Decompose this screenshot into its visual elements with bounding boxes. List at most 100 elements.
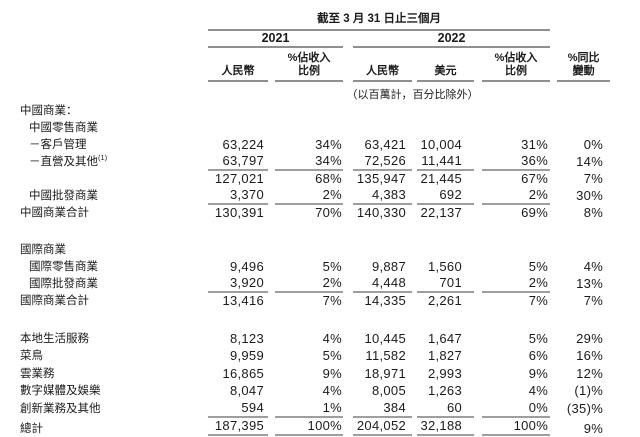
cell-usd-2022: 32,188 xyxy=(417,416,474,437)
column-spacer xyxy=(550,329,557,347)
cell-rmb-2022 xyxy=(353,119,412,136)
cell-yoy: 9% xyxy=(583,420,604,436)
cell-rmb-2021: 187,395 xyxy=(208,416,268,437)
table-row: 創新業務及其他 594 1% 384 60 0% (35)% xyxy=(0,399,610,418)
column-spacer xyxy=(550,187,557,204)
cell-rmb-2022: 4,448 xyxy=(353,275,412,293)
column-spacer xyxy=(474,417,482,437)
column-spacer xyxy=(268,347,275,365)
row-label xyxy=(0,170,208,187)
cell-rmb-2022: 204,052 xyxy=(353,416,412,437)
table-row: 菜鳥 9,959 5% 11,582 1,827 6% 16% xyxy=(0,347,610,365)
column-spacer xyxy=(474,275,482,292)
cell-rmb-2022: 72,526 xyxy=(353,153,412,171)
cell-pct-2021: 5% xyxy=(322,348,342,363)
cell-rmb-2021: 13,416 xyxy=(222,293,264,308)
cell-pct-2022: 7% xyxy=(528,293,549,308)
cell-pct-2022: 4% xyxy=(528,383,549,398)
row-label: 國際批發商業 xyxy=(29,278,98,290)
row-label: －客戶管理 xyxy=(29,139,87,151)
column-spacer xyxy=(474,119,482,136)
row-label: 國際零售商業 xyxy=(29,261,98,273)
column-spacer xyxy=(550,204,557,221)
column-spacer xyxy=(268,364,275,382)
cell-pct-2021: 34% xyxy=(315,137,342,152)
column-spacer xyxy=(474,136,482,153)
row-label: 中國商業合計 xyxy=(20,207,89,219)
cell-yoy: 4% xyxy=(583,259,604,274)
column-spacer xyxy=(268,102,275,119)
column-spacer xyxy=(474,329,482,347)
column-spacer xyxy=(474,292,482,309)
cell-usd-2022: 11,441 xyxy=(417,153,474,171)
column-spacer xyxy=(550,417,557,437)
table-row: －客戶管理 63,224 34% 63,421 10,004 31% 0% xyxy=(0,136,610,153)
cell-usd-2022: 692 xyxy=(417,187,474,205)
row-label: 國際商業 xyxy=(20,244,66,256)
row-label: 菜鳥 xyxy=(20,350,43,362)
cell-pct-2022: 9% xyxy=(528,365,549,381)
table-row: 雲業務 16,865 9% 18,971 2,993 9% 12% xyxy=(0,364,610,382)
column-spacer xyxy=(550,258,557,275)
column-spacer xyxy=(268,119,275,136)
column-spacer xyxy=(550,153,557,170)
column-spacer xyxy=(268,382,275,400)
unit-note: （以百萬計，百分比除外） xyxy=(346,89,479,101)
cell-pct-2021: 70% xyxy=(315,205,342,220)
cell-rmb-2021: 130,391 xyxy=(214,205,264,220)
table-row: 國際商業 xyxy=(0,241,610,258)
cell-rmb-2021 xyxy=(208,241,268,258)
cell-rmb-2022: 14,335 xyxy=(364,293,406,308)
cell-pct-2021: 1% xyxy=(275,399,343,418)
column-spacer xyxy=(474,399,482,417)
cell-rmb-2021: 9,959 xyxy=(229,348,264,363)
cell-yoy: (1)% xyxy=(574,383,604,398)
cell-rmb-2021 xyxy=(208,102,268,119)
column-spacer xyxy=(343,187,353,204)
cell-pct-2022 xyxy=(482,102,550,119)
cell-rmb-2022: 4,383 xyxy=(353,187,412,205)
cell-usd-2022: 22,137 xyxy=(420,205,462,220)
row-label: 創新業務及其他 xyxy=(20,402,101,415)
column-spacer xyxy=(268,170,275,187)
table-row: 總計 187,395 100% 204,052 32,188 100% 9% xyxy=(0,416,610,437)
cell-usd-2022: 21,445 xyxy=(420,171,462,186)
column-spacer xyxy=(343,119,353,136)
cell-usd-2022 xyxy=(417,241,474,258)
table-body: 中國商業： 中國零售商業 －客戶管理 63,224 34% 63,421 10,004 31%… xyxy=(0,102,610,437)
cell-pct-2022: 69% xyxy=(521,205,549,220)
period-title: 截至 3 月 31 日止三個月 xyxy=(208,4,551,31)
cell-rmb-2021: 3,920 xyxy=(208,275,268,293)
cell-rmb-2022: 63,421 xyxy=(364,137,406,152)
column-spacer xyxy=(343,136,353,153)
column-spacer xyxy=(268,417,275,437)
column-spacer xyxy=(474,153,482,170)
row-label: －直營及其他(1) xyxy=(29,153,108,168)
column-spacer xyxy=(343,417,353,437)
cell-pct-2021: 100% xyxy=(275,416,343,437)
cell-yoy: (35)% xyxy=(566,400,604,416)
cell-usd-2022: 2,261 xyxy=(427,293,462,308)
column-spacer xyxy=(343,153,353,170)
column-spacer xyxy=(268,187,275,204)
cell-rmb-2021: 127,021 xyxy=(214,171,264,186)
cell-rmb-2022: 384 xyxy=(353,399,412,418)
column-spacer xyxy=(550,119,557,136)
cell-pct-2021: 34% xyxy=(275,153,343,171)
cell-rmb-2021 xyxy=(208,119,268,136)
column-spacer xyxy=(268,292,275,309)
column-spacer xyxy=(343,204,353,221)
cell-pct-2021: 7% xyxy=(322,293,342,308)
cell-rmb-2021: 63,797 xyxy=(208,153,268,171)
cell-yoy: 14% xyxy=(576,154,604,169)
cell-pct-2021: 4% xyxy=(322,330,342,346)
cell-yoy xyxy=(557,119,610,136)
table-row: 數字媒體及娛樂 8,047 4% 8,005 1,263 4% (1)% xyxy=(0,382,610,400)
cell-usd-2022: 1,647 xyxy=(427,330,462,346)
cell-rmb-2022: 140,330 xyxy=(356,205,406,220)
column-spacer xyxy=(474,347,482,365)
column-spacer xyxy=(343,329,353,347)
table-row: 中國商業： xyxy=(0,102,610,119)
cell-pct-2022: 31% xyxy=(521,137,549,152)
